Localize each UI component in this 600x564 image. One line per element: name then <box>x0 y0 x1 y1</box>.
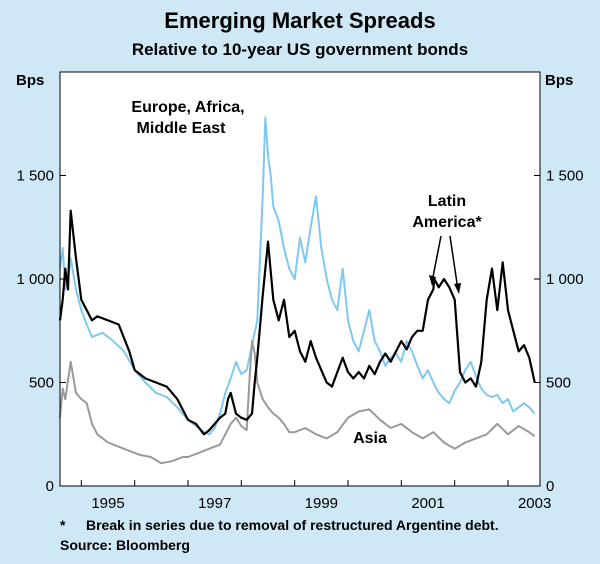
footnote-text: Break in series due to removal of restru… <box>86 517 499 533</box>
y-tick-label-right: 500 <box>546 375 571 392</box>
x-tick-label: 1999 <box>305 495 338 512</box>
latam-annotation-line1: Latin <box>428 193 466 210</box>
latam-pointer-1 <box>431 235 442 283</box>
y-tick-label-right: 1 500 <box>546 168 584 185</box>
emea-annotation-line1: Europe, Africa, <box>131 99 244 116</box>
x-tick-label: 1997 <box>198 495 231 512</box>
footnote: * Break in series due to removal of restr… <box>60 517 499 533</box>
x-tick-label: 1995 <box>91 495 124 512</box>
series-line-emea <box>59 116 536 436</box>
latam-annotation-line2: America* <box>412 214 482 231</box>
y-tick-label-left: 500 <box>29 375 54 392</box>
y-tick-label-left: 0 <box>46 478 54 495</box>
plot-area <box>60 72 540 486</box>
y-tick-label-left: 1 000 <box>16 271 54 288</box>
series-line-latin-america <box>58 209 536 436</box>
latam-arrowhead-1 <box>429 275 436 286</box>
emea-annotation-line2: Middle East <box>137 120 227 137</box>
y-tick-label-left: 1 500 <box>16 168 54 185</box>
latam-pointer-2 <box>449 235 459 291</box>
x-tick-label: 2003 <box>518 495 551 512</box>
x-tick-label: 2001 <box>411 495 444 512</box>
source-note: Source: Bloomberg <box>60 537 190 553</box>
y-tick-label-right: 1 000 <box>546 271 584 288</box>
asia-annotation: Asia <box>353 430 387 447</box>
y-axis-label-left: Bps <box>16 72 44 89</box>
y-axis-label-right: Bps <box>545 72 573 89</box>
chart-title: Emerging Market Spreads <box>164 8 436 33</box>
y-tick-label-right: 0 <box>546 478 554 495</box>
latam-arrowhead-2 <box>454 283 461 294</box>
footnote-marker: * <box>60 517 66 533</box>
series-line-asia <box>59 340 536 465</box>
chart-subtitle: Relative to 10-year US government bonds <box>131 40 469 59</box>
